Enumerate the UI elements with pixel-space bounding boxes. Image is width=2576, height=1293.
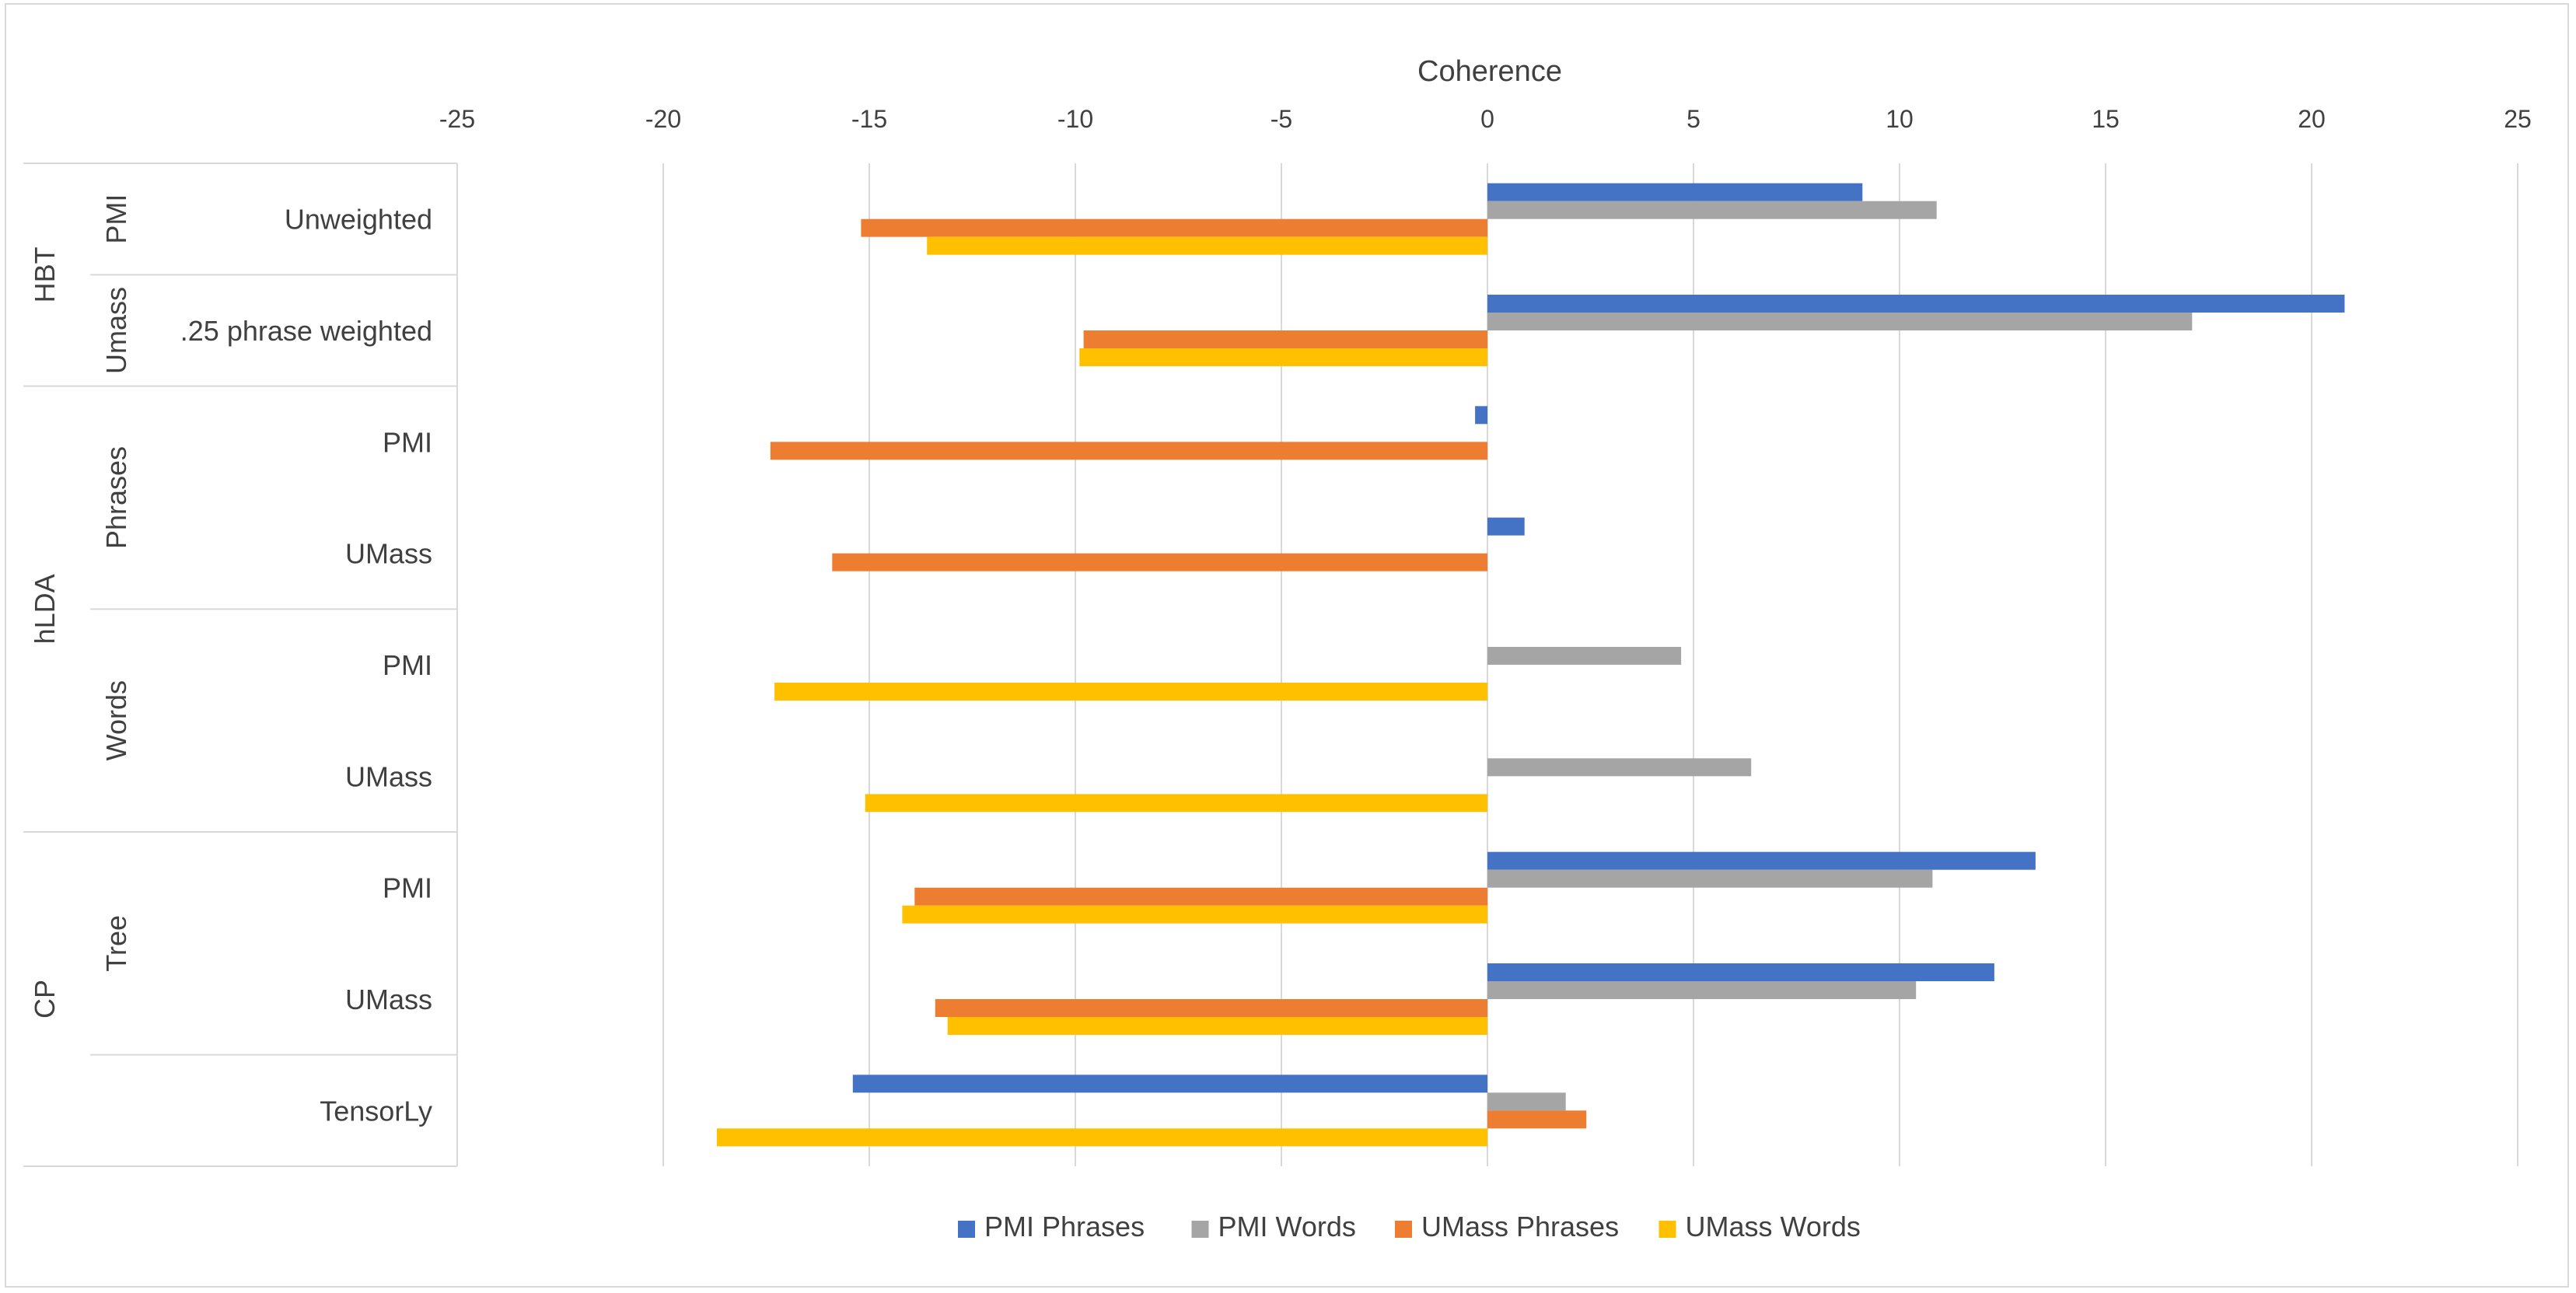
subgroup-label: Tree [100, 915, 132, 972]
bar-umass-phrases [914, 887, 1487, 906]
bar-umass-phrases [770, 442, 1487, 460]
x-tick-label: -25 [439, 105, 475, 133]
subgroup-label: Words [100, 680, 132, 760]
bar-pmi-words [1487, 313, 2193, 330]
bar-pmi-phrases [1487, 963, 1994, 981]
x-tick-label: -10 [1057, 105, 1093, 133]
bar-umass-phrases [1083, 330, 1487, 348]
x-tick-label: -5 [1271, 105, 1292, 133]
bar-pmi-phrases [852, 1075, 1487, 1093]
x-tick-label: 10 [1886, 105, 1914, 133]
x-tick-labels: -25 -20 -15 -10 -5 0 5 10 15 20 25 [439, 105, 2532, 133]
category-label: TensorLy [320, 1095, 432, 1127]
x-tick-label: 15 [2092, 105, 2120, 133]
x-tick-label: 20 [2298, 105, 2326, 133]
bar-pmi-words [1487, 201, 1937, 219]
category-label: PMI [383, 426, 432, 458]
bar-pmi-words [1487, 869, 1933, 888]
category-label: .25 phrase weighted [180, 315, 432, 347]
bars [716, 183, 2345, 1147]
bar-pmi-phrases [1487, 183, 1863, 201]
x-tick-label: 5 [1686, 105, 1700, 133]
x-tick-label: 25 [2504, 105, 2532, 133]
x-tick-label: 0 [1480, 105, 1494, 133]
subgroup-label: Phrases [100, 446, 132, 549]
legend-swatch [1191, 1221, 1209, 1238]
legend-label: UMass Words [1686, 1211, 1861, 1242]
chart-area [5, 3, 2569, 1288]
bar-pmi-phrases [1487, 295, 2345, 313]
bar-pmi-words [1487, 1092, 1566, 1111]
bar-umass-words [716, 1128, 1487, 1147]
bar-pmi-words [1487, 647, 1682, 665]
x-axis-title: Coherence [1417, 55, 1562, 88]
legend-swatch [1395, 1221, 1412, 1238]
bar-pmi-phrases [1487, 517, 1525, 536]
category-label: Unweighted [285, 204, 432, 236]
bar-pmi-words [1487, 981, 1917, 999]
x-tick-label: -20 [645, 105, 681, 133]
bar-umass-phrases [935, 999, 1487, 1017]
subgroup-label: Umass [100, 287, 132, 374]
category-label: PMI [383, 872, 432, 904]
legend: PMI Phrases PMI Words UMass Phrases UMass W… [958, 1211, 1861, 1242]
legend-swatch [958, 1221, 975, 1238]
category-label: PMI [383, 649, 432, 681]
category-label: UMass [345, 984, 432, 1015]
bar-umass-words [865, 794, 1487, 812]
bar-umass-phrases [861, 218, 1487, 237]
legend-label: PMI Words [1218, 1211, 1356, 1242]
bar-umass-phrases [832, 553, 1487, 571]
bar-pmi-phrases [1487, 851, 2036, 870]
bar-pmi-words [1487, 758, 1752, 777]
group-label: CP [29, 980, 61, 1019]
bar-umass-words [947, 1017, 1487, 1035]
group-label: hLDA [29, 574, 61, 644]
x-tick-label: -15 [851, 105, 887, 133]
axis-lines [23, 162, 458, 1167]
legend-label: PMI Phrases [984, 1211, 1145, 1242]
legend-label: UMass Phrases [1421, 1211, 1619, 1242]
legend-swatch [1658, 1221, 1676, 1238]
bar-umass-phrases [1487, 1110, 1587, 1129]
bar-pmi-phrases [1475, 406, 1487, 425]
group-label: HBT [29, 246, 61, 302]
category-label: UMass [345, 760, 432, 792]
bar-umass-words [927, 236, 1487, 255]
category-axis: Unweighted .25 phrase weighted PMI UMass PMI… [29, 194, 432, 1127]
bar-umass-words [902, 905, 1487, 924]
category-label: UMass [345, 538, 432, 570]
bar-umass-words [1079, 348, 1487, 366]
subgroup-label: PMI [100, 194, 132, 244]
bar-umass-words [774, 683, 1487, 701]
